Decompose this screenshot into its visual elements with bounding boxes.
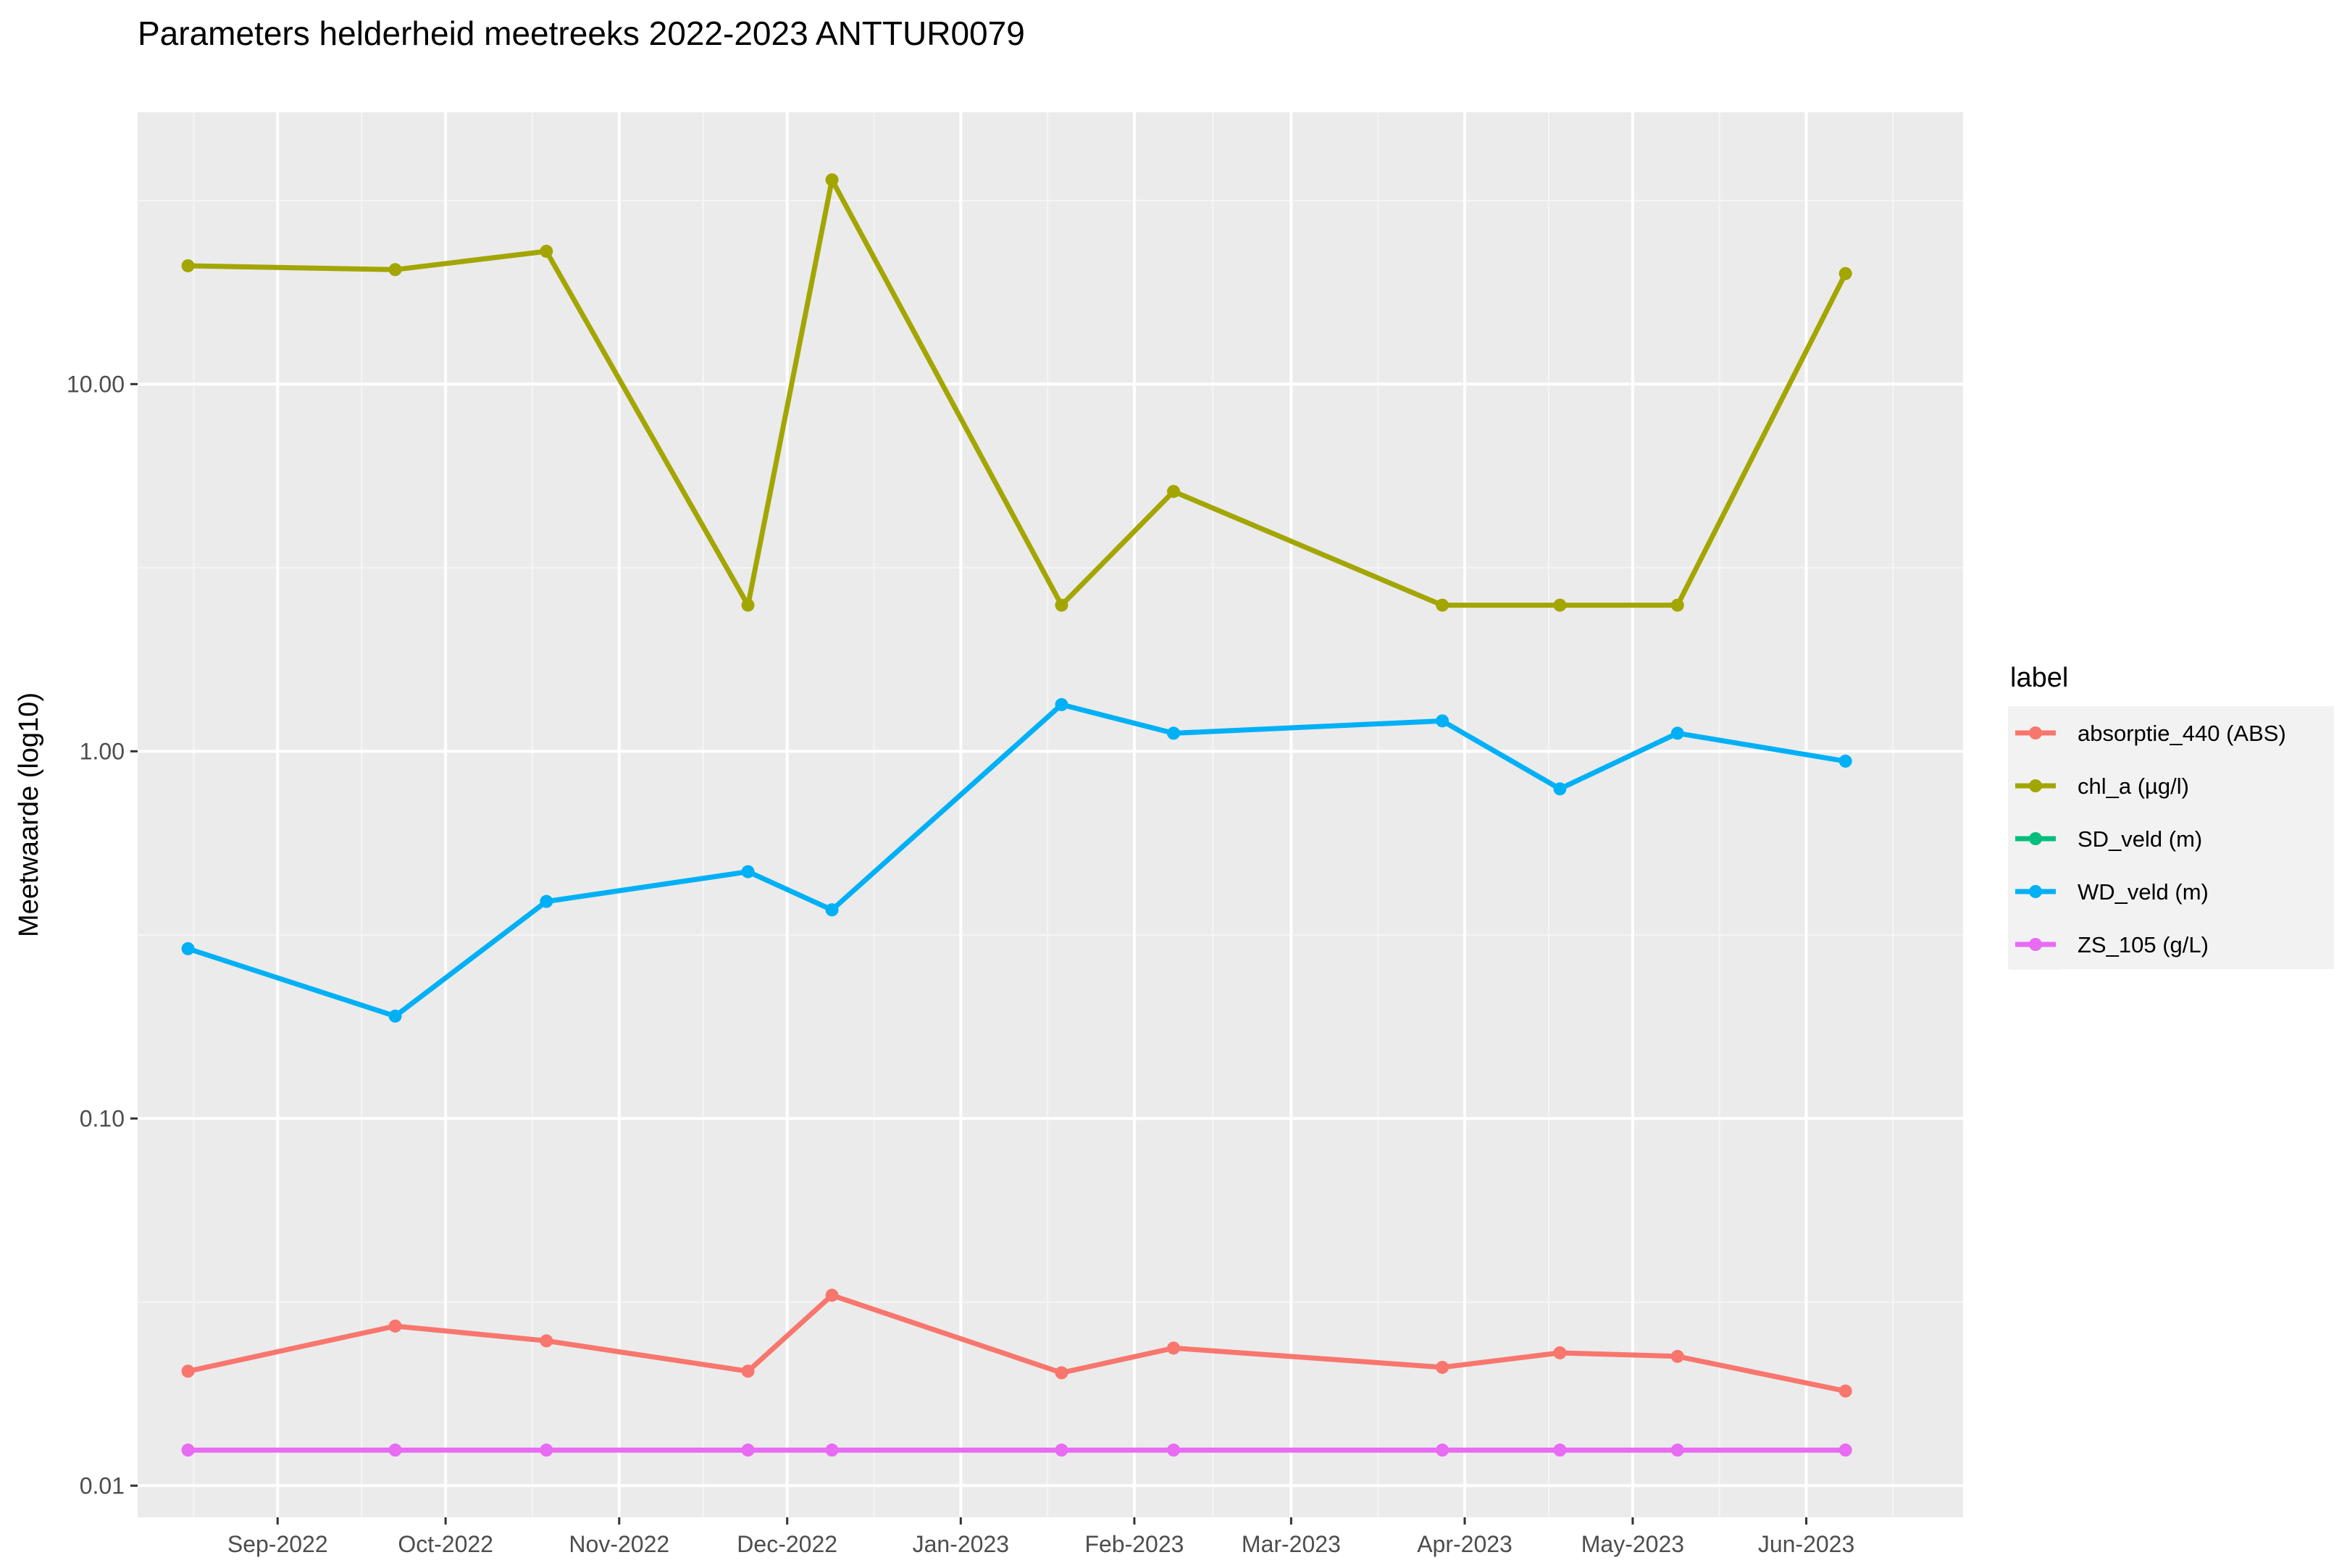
- series-group: [181, 1443, 1852, 1457]
- legend-entry-label: ZS_105 (g/L): [2078, 932, 2209, 957]
- data-point: [1055, 1366, 1068, 1380]
- x-tick-label: Sep-2022: [227, 1531, 328, 1557]
- panel-background: [138, 112, 1963, 1517]
- data-point: [825, 173, 839, 187]
- chart-title: Parameters helderheid meetreeks 2022-202…: [138, 14, 1025, 52]
- data-point: [540, 1334, 553, 1348]
- data-point: [1167, 1341, 1181, 1355]
- data-point: [540, 894, 553, 908]
- x-tick-label: Nov-2022: [569, 1531, 669, 1557]
- data-point: [388, 263, 402, 277]
- data-point: [181, 942, 195, 955]
- data-point: [1055, 697, 1068, 711]
- data-point: [825, 1443, 839, 1457]
- data-point: [181, 259, 195, 272]
- data-point: [1167, 1443, 1181, 1457]
- x-tick-label: May-2023: [1581, 1531, 1684, 1557]
- x-tick-label: Dec-2022: [737, 1531, 837, 1557]
- data-point: [1553, 1346, 1567, 1359]
- data-point: [825, 903, 839, 917]
- y-tick-label: 0.10: [80, 1105, 125, 1131]
- legend-title: label: [2010, 663, 2068, 693]
- data-point: [1436, 1443, 1449, 1457]
- data-point: [741, 1364, 755, 1378]
- x-tick-label: Jun-2023: [1758, 1531, 1854, 1557]
- data-point: [1838, 1384, 1852, 1398]
- data-point: [1553, 598, 1567, 612]
- series-layer: [181, 173, 1852, 1457]
- data-point: [1436, 1360, 1449, 1374]
- legend-key-point: [2029, 885, 2042, 898]
- legend-background: [2008, 706, 2334, 969]
- legend-key-point: [2029, 832, 2042, 845]
- x-tick-label: Oct-2022: [398, 1531, 493, 1557]
- data-point: [1436, 714, 1449, 728]
- data-point: [388, 1009, 402, 1023]
- data-point: [1670, 1443, 1684, 1457]
- legend: label absorptie_440 (ABS) chl_a (µg/l) SD_…: [2008, 663, 2334, 970]
- data-point: [1670, 726, 1684, 740]
- x-tick-label: Apr-2023: [1417, 1531, 1513, 1557]
- data-point: [388, 1443, 402, 1457]
- data-point: [825, 1288, 839, 1302]
- data-point: [1055, 598, 1068, 612]
- data-point: [1838, 267, 1852, 280]
- data-point: [181, 1364, 195, 1378]
- x-tick-label: Jan-2023: [913, 1531, 1009, 1557]
- axes: 0.01 0.10 1.00 10.00 Sep-2022 Oct-2022 Nov-202…: [67, 371, 1854, 1557]
- legend-entry-label: chl_a (µg/l): [2078, 773, 2189, 799]
- data-point: [1553, 1443, 1567, 1457]
- data-point: [741, 1443, 755, 1457]
- data-point: [540, 244, 553, 258]
- series-group: [181, 173, 1852, 612]
- data-point: [1670, 598, 1684, 612]
- data-point: [388, 1319, 402, 1333]
- plot-panel: [138, 112, 1963, 1517]
- x-tick-label: Mar-2023: [1242, 1531, 1341, 1557]
- data-point: [1553, 782, 1567, 796]
- data-point: [1838, 1443, 1852, 1457]
- y-tick-label: 10.00: [67, 371, 125, 397]
- data-point: [1055, 1443, 1068, 1457]
- legend-entry-label: SD_veld (m): [2078, 826, 2202, 852]
- legend-key-point: [2029, 779, 2042, 792]
- series-group: [181, 697, 1852, 1023]
- data-point: [741, 598, 755, 612]
- legend-key-point: [2029, 938, 2042, 951]
- legend-key-point: [2029, 726, 2042, 739]
- y-tick-label: 0.01: [80, 1472, 125, 1498]
- data-point: [741, 865, 755, 879]
- data-point: [1436, 598, 1449, 612]
- series-group: [181, 1288, 1852, 1398]
- data-point: [540, 1443, 553, 1457]
- y-axis-label: Meetwaarde (log10): [14, 692, 44, 937]
- data-point: [181, 1443, 195, 1457]
- data-point: [1167, 726, 1181, 740]
- y-tick-label: 1.00: [80, 738, 125, 764]
- legend-entry-label: WD_veld (m): [2078, 879, 2209, 905]
- data-point: [1670, 1349, 1684, 1363]
- data-point: [1167, 485, 1181, 498]
- data-point: [1838, 754, 1852, 768]
- legend-entry-label: absorptie_440 (ABS): [2078, 721, 2286, 746]
- x-tick-label: Feb-2023: [1084, 1531, 1184, 1557]
